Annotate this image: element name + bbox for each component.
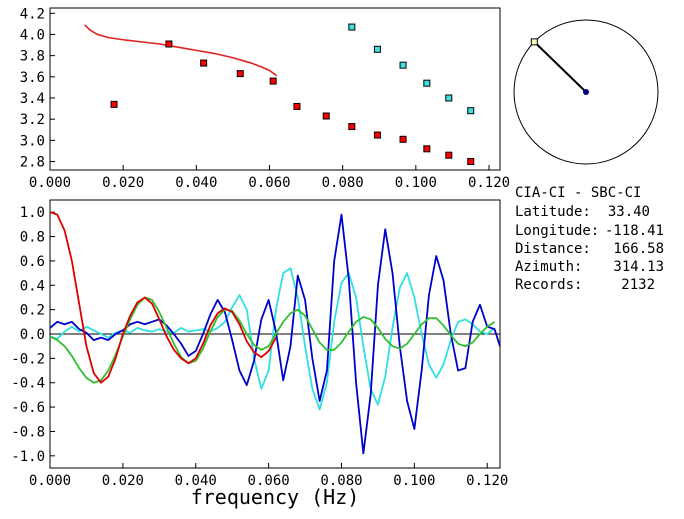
red-data-point: [236, 70, 244, 78]
red-data-point: [467, 158, 475, 166]
red-data-point: [322, 112, 330, 120]
bottom-x-tick-label: 0.100: [393, 473, 435, 489]
bottom-y-tick-label: 0.2: [20, 303, 45, 319]
compass-center-dot: [583, 89, 589, 95]
bottom-x-axis: 0.000 0.020 0.040 0.060 0.080 0.100 0.120: [29, 463, 508, 489]
bottom-y-axis: 1.0 0.8 0.6 0.4 0.2 0.0 -0.2 -0.4 -0.6 -0.8 -1.0: [11, 205, 55, 465]
top-y-axis: 2.8 3.0 3.2 3.4 3.6 3.8 4.0 4.2: [20, 6, 55, 171]
top-y-tick-label: 2.8: [20, 155, 45, 171]
dispersion-velocity-panel: 0.000 0.020 0.040 0.060 0.080 0.100 0.120 2.8 3…: [20, 6, 510, 191]
needle-tip-marker: [530, 38, 538, 46]
cyan-data-point: [467, 107, 475, 115]
records-value: 2132: [621, 277, 655, 293]
cyan-data-point: [445, 94, 453, 102]
top-x-axis: 0.000 0.020 0.040 0.060 0.080 0.100 0.120: [29, 165, 510, 191]
top-y-tick-label: 3.6: [20, 70, 45, 86]
azimuth-value: 314.13: [613, 259, 664, 275]
bottom-y-tick-label: -0.6: [11, 400, 45, 416]
bottom-y-tick-label: -0.2: [11, 351, 45, 367]
red-data-point: [110, 100, 118, 108]
compass-circle: [513, 19, 659, 165]
top-y-tick-label: 3.2: [20, 112, 45, 128]
top-y-tick-label: 4.0: [20, 27, 45, 43]
bottom-series-layer: [49, 211, 501, 455]
red-data-point: [293, 102, 301, 110]
bottom-y-tick-label: 1.0: [20, 205, 45, 221]
bottom-x-tick-label: 0.120: [466, 473, 508, 489]
top-y-tick-label: 3.4: [20, 91, 45, 107]
latitude-label: Latitude:: [515, 204, 591, 220]
bottom-x-tick-label: 0.060: [248, 473, 290, 489]
red-data-point: [373, 131, 381, 139]
top-x-tick-label: 0.020: [102, 175, 144, 191]
station-info: CIA-CI - SBC-CI Latitude: 33.40 Longitud…: [515, 185, 664, 293]
red-data-point: [269, 77, 277, 85]
red-data-point: [423, 145, 431, 153]
bottom-y-tick-label: -1.0: [11, 449, 45, 465]
top-x-tick-label: 0.060: [248, 175, 290, 191]
latitude-value: 33.40: [608, 204, 650, 220]
top-series-layer: [84, 23, 475, 166]
bottom-y-tick-label: -0.8: [11, 424, 45, 440]
top-x-tick-label: 0.000: [29, 175, 71, 191]
station-pair: CIA-CI - SBC-CI: [515, 185, 641, 201]
cyan-data-point: [399, 61, 407, 69]
red-data-point: [200, 59, 208, 67]
bottom-y-tick-label: -0.4: [11, 376, 45, 392]
top-y-tick-label: 4.2: [20, 6, 45, 22]
bottom-x-tick-label: 0.020: [102, 473, 144, 489]
longitude-value: -118.41: [605, 223, 664, 239]
cyan-data-point: [348, 23, 356, 31]
bottom-y-tick-label: 0.8: [20, 230, 45, 246]
distance-value: 166.58: [613, 241, 664, 257]
top-plot-frame: [49, 7, 501, 171]
bottom-x-tick-label: 0.040: [175, 473, 217, 489]
top-x-tick-label: 0.080: [322, 175, 364, 191]
red-data-point: [348, 123, 356, 131]
bottom-y-tick-label: 0.4: [20, 278, 45, 294]
bottom-x-tick-label: 0.080: [320, 473, 362, 489]
azimuth-compass: [513, 19, 659, 165]
red-data-point: [165, 40, 173, 48]
azimuth-label: Azimuth:: [515, 259, 582, 275]
green-coherence-line: [49, 296, 496, 384]
top-x-tick-label: 0.040: [175, 175, 217, 191]
red-velocity-curve: [84, 24, 278, 77]
top-y-tick-label: 3.8: [20, 49, 45, 65]
distance-label: Distance:: [515, 241, 591, 257]
bottom-y-tick-label: 0.0: [20, 327, 45, 343]
bottom-y-tick-label: 0.6: [20, 254, 45, 270]
coherence-panel: 0.000 0.020 0.040 0.060 0.080 0.100 0.120 1.0 0…: [11, 199, 508, 509]
red-data-point: [399, 135, 407, 143]
azimuth-needle: [533, 41, 587, 93]
red-coherence-line: [49, 211, 277, 384]
cyan-data-point: [423, 79, 431, 87]
red-data-point: [445, 151, 453, 159]
bottom-x-tick-label: 0.000: [29, 473, 71, 489]
x-axis-title: frequency (Hz): [191, 485, 360, 509]
cyan-data-point: [373, 45, 381, 53]
top-x-tick-label: 0.120: [468, 175, 510, 191]
longitude-label: Longitude:: [515, 223, 599, 239]
records-label: Records:: [515, 277, 582, 293]
top-x-tick-label: 0.100: [395, 175, 437, 191]
top-y-tick-label: 3.0: [20, 133, 45, 149]
